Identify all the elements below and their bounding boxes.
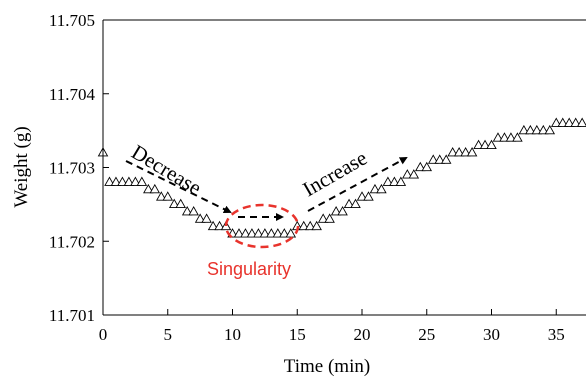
data-point [369, 183, 381, 194]
data-point [570, 117, 581, 127]
data-point [518, 124, 530, 135]
data-point [557, 117, 568, 127]
y-ticks: 11.701 11.702 11.703 11.704 11.705 [49, 11, 109, 325]
data-point [214, 220, 225, 231]
y-tick-label: 11.702 [49, 232, 95, 251]
y-tick-label: 11.701 [49, 306, 95, 325]
data-point [104, 176, 115, 186]
x-tick-label: 30 [483, 325, 500, 344]
data-point [479, 139, 491, 150]
singularity-ellipse [224, 203, 300, 249]
data-point [389, 176, 400, 186]
data-point [156, 191, 167, 201]
data-point [525, 124, 536, 135]
data-point [427, 154, 439, 164]
data-point [363, 191, 374, 201]
x-tick-label: 35 [548, 325, 565, 344]
data-point [408, 169, 420, 179]
data-point [505, 132, 517, 142]
increase-label: Increase [299, 146, 372, 202]
data-point [356, 191, 368, 201]
data-point [447, 147, 458, 157]
data-point [434, 154, 445, 164]
data-point [136, 176, 148, 186]
data-point [460, 147, 471, 157]
data-point [168, 198, 180, 209]
data-point [246, 228, 258, 238]
y-tick-label: 11.703 [49, 159, 95, 178]
x-axis-label: Time (min) [284, 356, 370, 377]
data-point [233, 228, 245, 238]
data-point [402, 169, 413, 179]
y-tick-label: 11.705 [49, 11, 95, 30]
data-point [544, 124, 556, 135]
x-tick-label: 10 [224, 325, 241, 344]
data-point [279, 228, 290, 238]
data-point [162, 191, 174, 201]
decrease-arrow [125, 160, 232, 213]
data-point [285, 228, 297, 238]
data-point [110, 176, 122, 186]
data-point [117, 176, 128, 186]
data-point [382, 176, 394, 186]
data-point [376, 183, 387, 194]
data-point [337, 206, 348, 216]
data-point [317, 213, 329, 223]
data-point [143, 183, 154, 194]
data-point [304, 220, 316, 231]
data-point [194, 213, 206, 223]
data-point [473, 139, 484, 150]
data-point [563, 117, 575, 127]
x-tick-label: 15 [289, 325, 306, 344]
data-points [97, 117, 586, 238]
data-point [272, 228, 284, 238]
data-point [499, 132, 510, 142]
data-point [531, 124, 543, 135]
data-point [440, 154, 452, 164]
data-point [207, 220, 219, 231]
data-point [343, 198, 355, 209]
data-point [175, 198, 186, 209]
data-point [492, 132, 504, 142]
data-point [576, 117, 586, 127]
data-point [259, 228, 271, 238]
data-point [550, 117, 562, 127]
data-point [130, 176, 141, 186]
x-tick-label: 5 [164, 325, 173, 344]
increase-arrow [307, 157, 408, 212]
data-point [330, 206, 342, 216]
y-axis-label: Weight (g) [11, 126, 32, 207]
data-point [453, 147, 465, 157]
x-tick-label: 25 [418, 325, 435, 344]
data-point [266, 228, 277, 238]
data-point [350, 198, 361, 209]
y-tick-label: 11.704 [49, 85, 96, 104]
data-point [421, 161, 433, 172]
data-point [123, 176, 135, 186]
data-point [538, 124, 549, 135]
decrease-label: Decrease [127, 140, 205, 200]
data-point [188, 206, 199, 216]
data-point [395, 176, 407, 186]
data-point [201, 213, 212, 223]
data-point [240, 228, 251, 238]
x-tick-label: 20 [354, 325, 371, 344]
data-point [311, 220, 322, 231]
data-point [181, 206, 193, 216]
data-point [466, 147, 478, 157]
data-point [324, 213, 335, 223]
singularity-label: Singularity [207, 259, 291, 279]
data-point [486, 139, 497, 150]
data-point [149, 183, 161, 194]
data-point [253, 228, 264, 238]
data-point [512, 132, 523, 142]
x-tick-label: 0 [99, 325, 108, 344]
x-ticks: 0 5 10 15 20 25 30 35 [99, 309, 565, 344]
data-point [415, 161, 426, 172]
data-point [298, 220, 309, 231]
